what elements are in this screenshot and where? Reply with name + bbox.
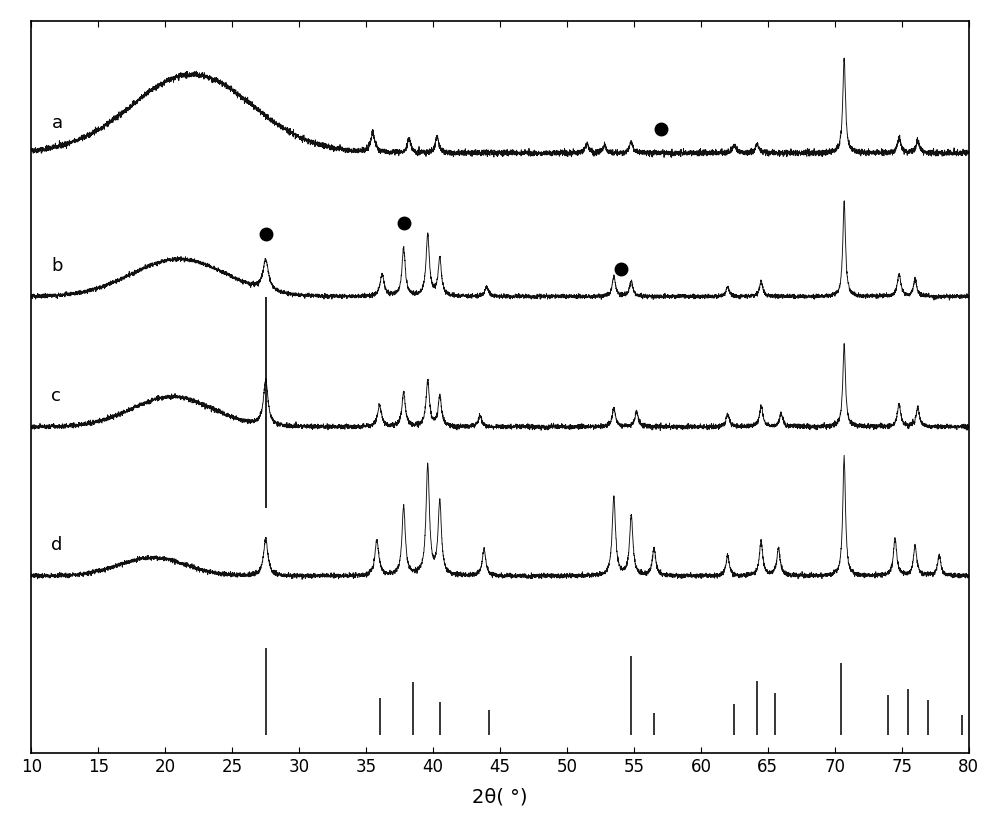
X-axis label: 2θ( °): 2θ( °)	[472, 787, 528, 806]
Text: c: c	[51, 387, 61, 405]
Text: a: a	[51, 114, 63, 132]
Text: d: d	[51, 536, 63, 554]
Text: b: b	[51, 257, 63, 275]
